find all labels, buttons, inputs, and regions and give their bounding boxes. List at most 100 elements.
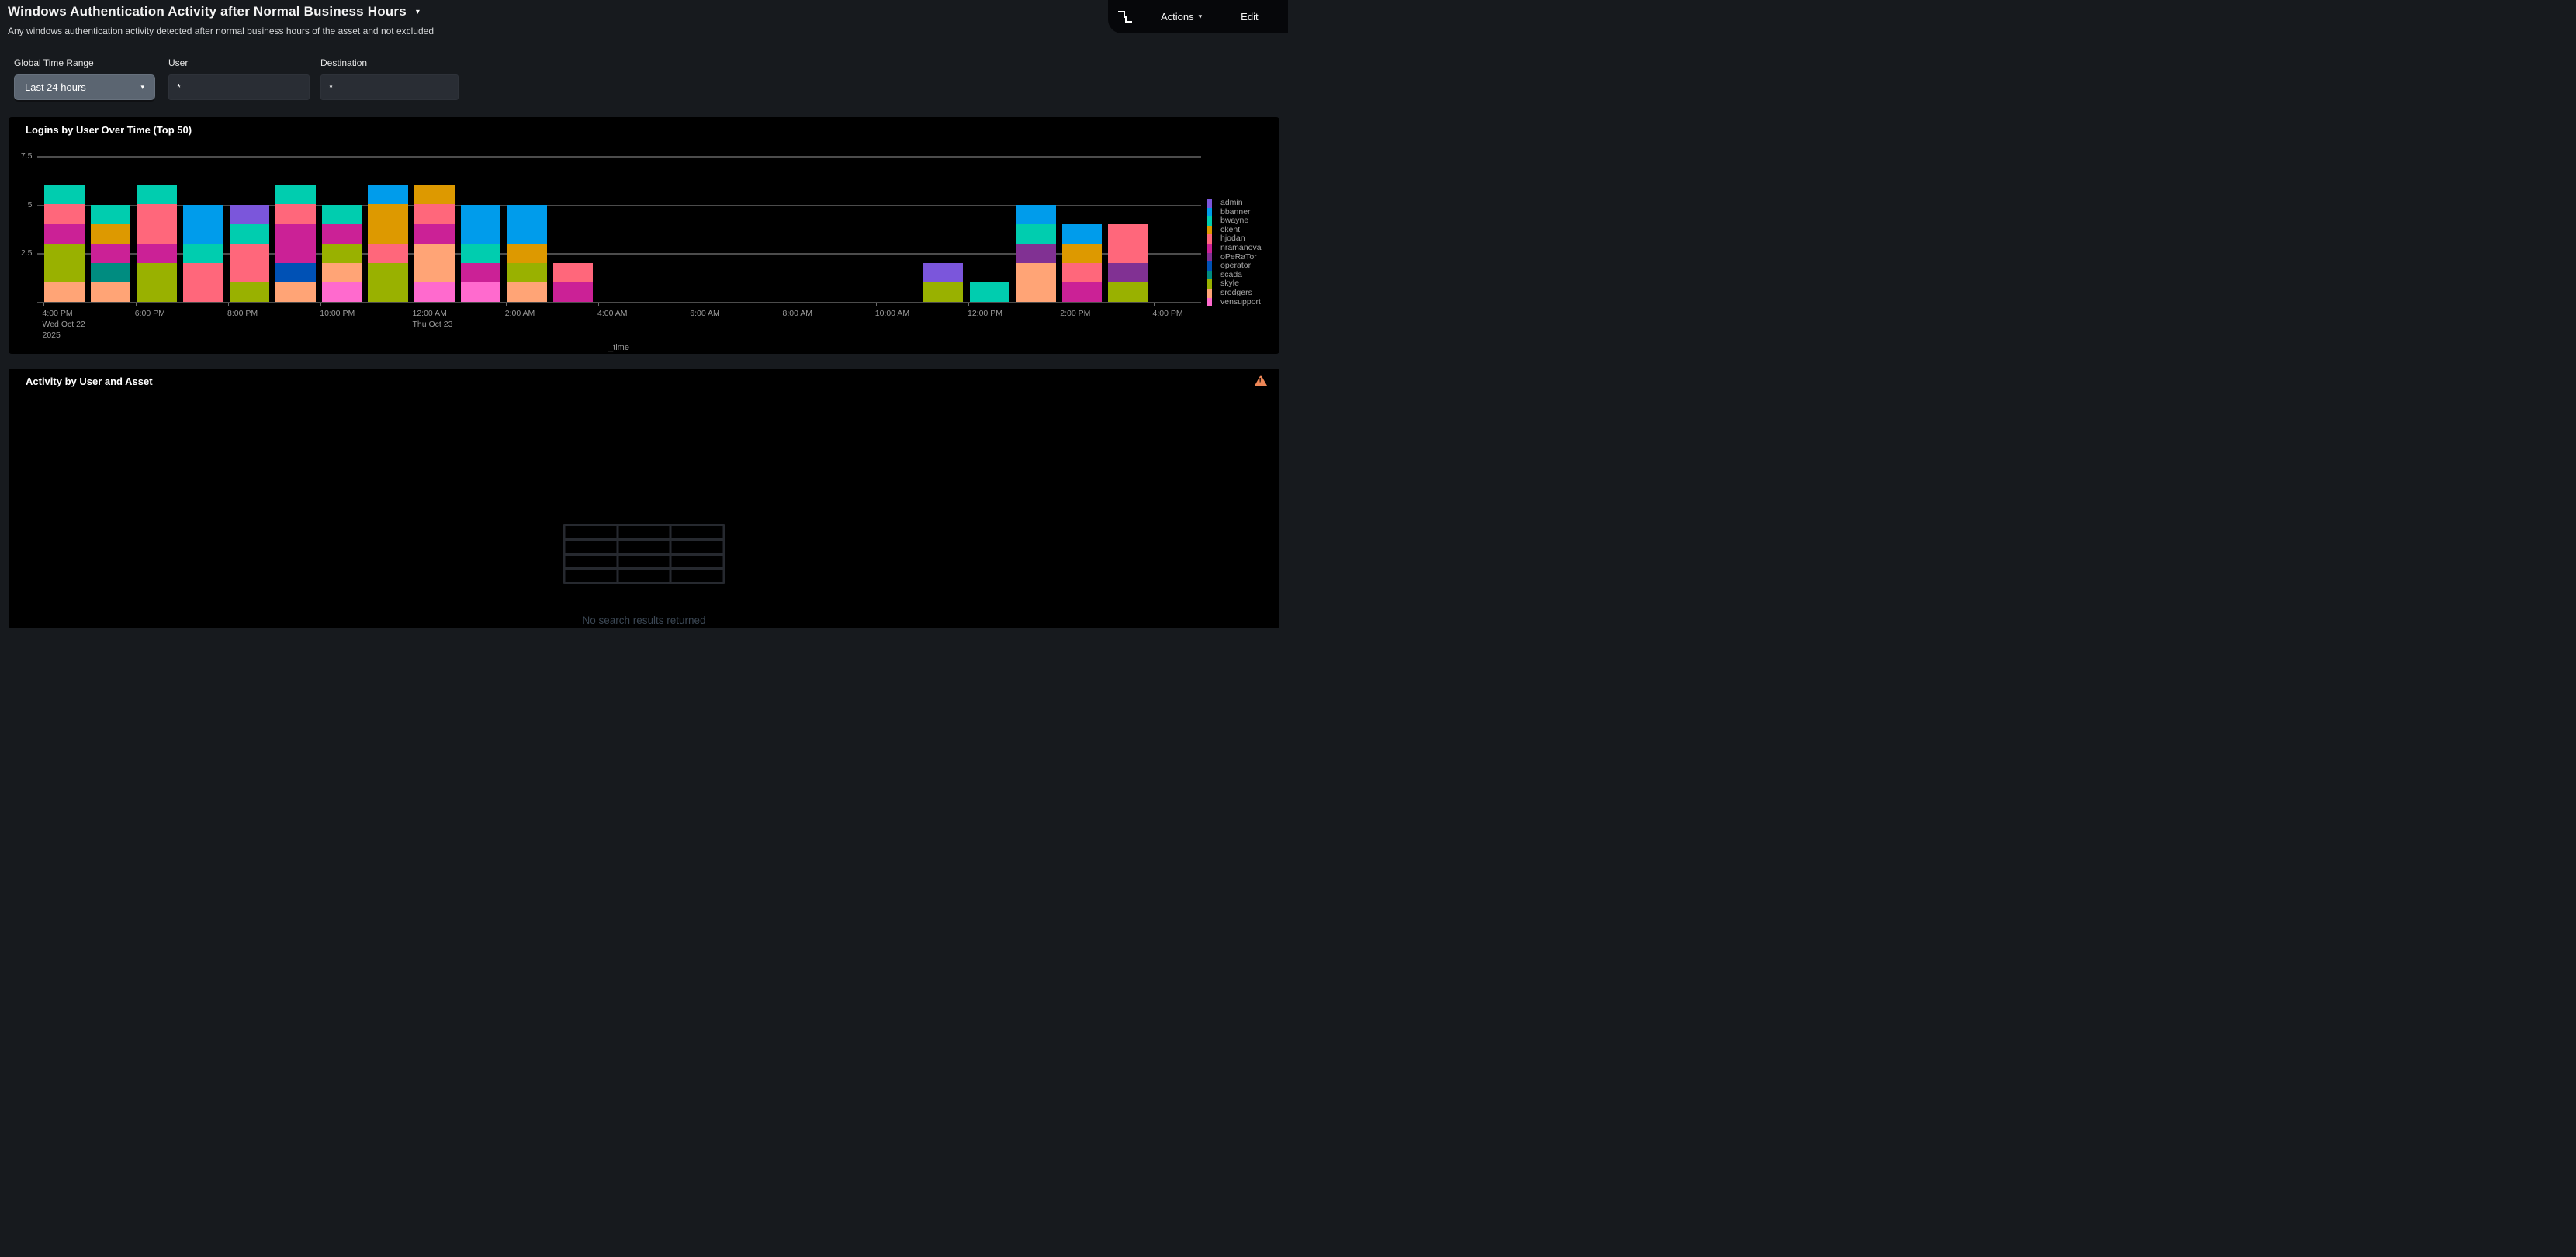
bar-segment-hjodan[interactable]: [44, 204, 85, 224]
legend-item-nramanova[interactable]: nramanova: [1207, 243, 1262, 253]
x-axis-label: 4:00 AM: [597, 309, 628, 318]
legend-item-admin[interactable]: admin: [1207, 198, 1262, 208]
bar-segment-hjodan[interactable]: [368, 243, 408, 263]
bar-segment-bwayne[interactable]: [969, 282, 1009, 302]
destination-input[interactable]: [320, 74, 459, 100]
legend-item-oPeRaTor[interactable]: oPeRaTor: [1207, 252, 1262, 262]
bar-segment-ckent[interactable]: [90, 223, 131, 244]
bar-segment-srodgers[interactable]: [275, 282, 316, 302]
bar-segment-oPeRaTor[interactable]: [1108, 262, 1148, 282]
bar-segment-bbanner[interactable]: [1061, 223, 1103, 244]
bar-segment-nramanova[interactable]: [137, 243, 177, 263]
bar-segment-hjodan[interactable]: [1108, 223, 1148, 263]
bar-segment-admin[interactable]: [923, 262, 964, 282]
legend-item-bwayne[interactable]: bwayne: [1207, 216, 1262, 226]
dashboard-toolbar: Actions ▾ Edit: [1108, 0, 1288, 33]
bar-segment-bwayne[interactable]: [44, 185, 85, 205]
bar-segment-scada[interactable]: [90, 262, 131, 282]
bar-segment-hjodan[interactable]: [552, 262, 594, 282]
bar-segment-hjodan[interactable]: [414, 204, 455, 224]
stacked-bar-300am: [552, 262, 594, 302]
legend-item-ckent[interactable]: ckent: [1207, 225, 1262, 235]
edit-button[interactable]: Edit: [1241, 11, 1259, 23]
bar-segment-bwayne[interactable]: [137, 185, 177, 205]
bar-segment-srodgers[interactable]: [321, 262, 362, 282]
bar-segment-bbanner[interactable]: [1016, 204, 1056, 224]
bar-segment-hjodan[interactable]: [275, 204, 316, 224]
bar-segment-srodgers[interactable]: [44, 282, 85, 302]
bar-segment-bbanner[interactable]: [368, 185, 408, 205]
legend-item-srodgers[interactable]: srodgers: [1207, 288, 1262, 298]
user-input[interactable]: [168, 74, 310, 100]
bar-segment-nramanova[interactable]: [552, 282, 594, 302]
bar-segment-nramanova[interactable]: [275, 223, 316, 263]
bar-segment-skyle[interactable]: [321, 243, 362, 263]
x-axis-label: 4:00 PM Wed Oct 22 2025: [42, 309, 85, 340]
bar-segment-srodgers[interactable]: [507, 282, 547, 302]
warning-icon[interactable]: [1255, 375, 1267, 386]
y-axis-label: 2.5: [20, 248, 33, 258]
bar-segment-skyle[interactable]: [44, 243, 85, 282]
legend-item-bbanner[interactable]: bbanner: [1207, 207, 1262, 217]
page-title: Windows Authentication Activity after No…: [8, 4, 420, 19]
bar-segment-nramanova[interactable]: [460, 262, 501, 282]
legend-label: scada: [1220, 269, 1243, 279]
bar-segment-skyle[interactable]: [507, 262, 547, 282]
bar-segment-oPeRaTor[interactable]: [1016, 243, 1056, 263]
bar-segment-bbanner[interactable]: [182, 204, 223, 244]
legend-swatch-icon: [1207, 279, 1212, 289]
bar-segment-ckent[interactable]: [368, 204, 408, 244]
x-axis-tick: [135, 303, 137, 306]
bar-segment-nramanova[interactable]: [1061, 282, 1103, 302]
bar-segment-skyle[interactable]: [137, 262, 177, 302]
bar-segment-nramanova[interactable]: [414, 223, 455, 244]
bar-segment-bbanner[interactable]: [460, 204, 501, 244]
legend-item-vensupport[interactable]: vensupport: [1207, 297, 1262, 307]
bar-segment-bwayne[interactable]: [90, 204, 131, 224]
legend-item-hjodan[interactable]: hjodan: [1207, 234, 1262, 244]
stacked-bar-200pm: [1061, 223, 1103, 302]
bar-segment-bwayne[interactable]: [275, 185, 316, 205]
legend-item-operator[interactable]: operator: [1207, 261, 1262, 271]
bar-segment-skyle[interactable]: [1108, 282, 1148, 302]
bar-segment-bwayne[interactable]: [229, 223, 269, 244]
x-axis-tick: [320, 303, 322, 306]
bar-segment-bwayne[interactable]: [182, 243, 223, 263]
bar-segment-bbanner[interactable]: [507, 204, 547, 244]
x-axis-tick: [598, 303, 599, 306]
bar-segment-srodgers[interactable]: [90, 282, 131, 302]
bar-segment-ckent[interactable]: [414, 185, 455, 205]
empty-table-graphic: [563, 524, 725, 584]
bar-segment-skyle[interactable]: [923, 282, 964, 302]
bar-segment-hjodan[interactable]: [229, 243, 269, 282]
bar-segment-operator[interactable]: [275, 262, 316, 282]
bar-segment-bwayne[interactable]: [1016, 223, 1056, 244]
bar-segment-ckent[interactable]: [507, 243, 547, 263]
bar-segment-nramanova[interactable]: [44, 223, 85, 244]
activity-panel-title: Activity by User and Asset: [26, 376, 153, 387]
bar-segment-srodgers[interactable]: [414, 243, 455, 282]
bar-segment-bwayne[interactable]: [460, 243, 501, 263]
bar-segment-ckent[interactable]: [1061, 243, 1103, 263]
x-axis-label: 8:00 PM: [227, 309, 258, 318]
bar-segment-nramanova[interactable]: [321, 223, 362, 244]
bar-segment-vensupport[interactable]: [321, 282, 362, 302]
title-menu-caret-icon[interactable]: ▾: [415, 7, 421, 16]
bar-segment-bwayne[interactable]: [321, 204, 362, 224]
bar-segment-admin[interactable]: [229, 204, 269, 224]
bar-segment-vensupport[interactable]: [460, 282, 501, 302]
bar-segment-skyle[interactable]: [368, 262, 408, 302]
actions-button[interactable]: Actions ▾: [1161, 11, 1203, 23]
time-range-dropdown[interactable]: Last 24 hours ▾: [14, 74, 155, 100]
bar-segment-vensupport[interactable]: [414, 282, 455, 302]
bar-segment-hjodan[interactable]: [182, 262, 223, 302]
legend-item-skyle[interactable]: skyle: [1207, 279, 1262, 289]
gridline-0: [36, 302, 1201, 303]
x-axis-tick: [1153, 303, 1155, 306]
legend-item-scada[interactable]: scada: [1207, 269, 1262, 280]
bar-segment-srodgers[interactable]: [1016, 262, 1056, 302]
bar-segment-nramanova[interactable]: [90, 243, 131, 263]
bar-segment-skyle[interactable]: [229, 282, 269, 302]
bar-segment-hjodan[interactable]: [137, 204, 177, 244]
bar-segment-hjodan[interactable]: [1061, 262, 1103, 282]
